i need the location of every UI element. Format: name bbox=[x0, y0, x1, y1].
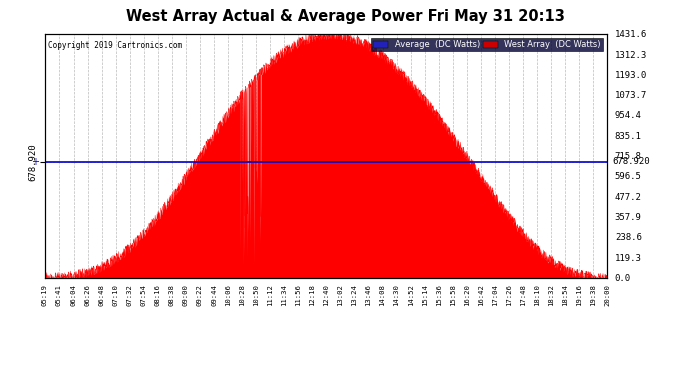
Text: West Array Actual & Average Power Fri May 31 20:13: West Array Actual & Average Power Fri Ma… bbox=[126, 9, 564, 24]
Text: +: + bbox=[31, 157, 39, 167]
Text: Copyright 2019 Cartronics.com: Copyright 2019 Cartronics.com bbox=[48, 41, 181, 50]
Text: 678.920: 678.920 bbox=[613, 158, 651, 166]
Legend: Average  (DC Watts), West Array  (DC Watts): Average (DC Watts), West Array (DC Watts… bbox=[371, 38, 603, 51]
